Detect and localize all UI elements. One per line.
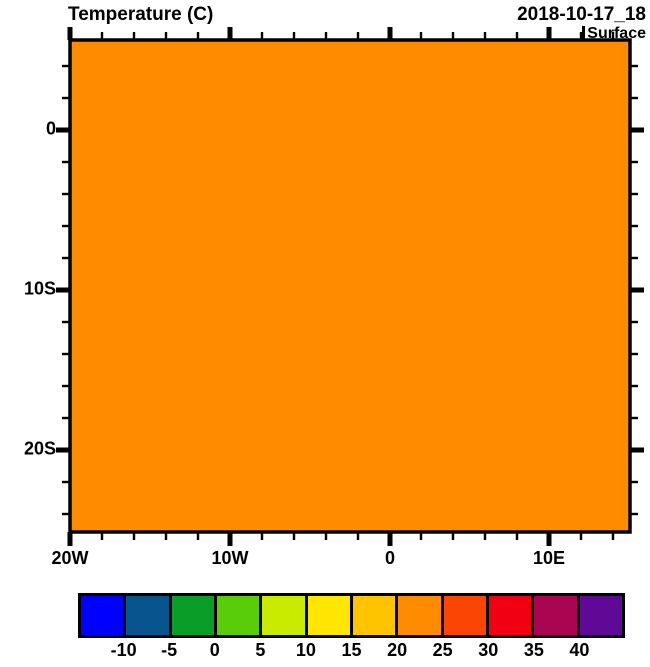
valid-datetime: 2018-10-17_18	[517, 4, 646, 25]
plot-title: Temperature (C)	[68, 4, 214, 25]
colorbar-cell-9	[485, 596, 532, 635]
colorbar-tick-label-5: 15	[341, 640, 362, 660]
colorbar-tick-label-1: -5	[161, 640, 178, 660]
colorbar-tick-label-7: 25	[432, 640, 453, 660]
colorbar-cell-0	[81, 596, 124, 635]
x-axis-label-0: 20W	[51, 548, 89, 568]
level-tick-bar	[582, 25, 586, 43]
level-label-wrap: Surface	[582, 25, 646, 43]
colorbar-tick-label-0: -10	[110, 640, 137, 660]
colorbar-cell-3	[213, 596, 260, 635]
colorbar-cell-4	[259, 596, 305, 635]
colorbar-cell-5	[304, 596, 350, 635]
colorbar-tick-label-8: 30	[478, 640, 499, 660]
x-axis-label-2: 0	[384, 548, 396, 568]
colorbar-cell-1	[123, 596, 169, 635]
colorbar-tick-label-4: 10	[295, 640, 316, 660]
colorbar-cell-7	[395, 596, 441, 635]
colorbar-cell-6	[349, 596, 396, 635]
colorbar-tick-label-6: 20	[387, 640, 408, 660]
y-axis-label-1: 10S	[23, 278, 56, 299]
axis-ticks	[56, 27, 644, 546]
x-axis-label-1: 10W	[211, 548, 249, 568]
colorbar-tick-label-10: 40	[569, 640, 590, 660]
colorbar-tick-label-3: 5	[255, 640, 266, 660]
colorbar-cell-2	[168, 596, 214, 635]
colorbar-tick-label-9: 35	[523, 640, 544, 660]
colorbar-tick-label-2: 0	[209, 640, 220, 660]
temp-region-base	[70, 40, 630, 532]
level-label: Surface	[587, 25, 646, 42]
y-axis-label-2: 20S	[23, 438, 56, 459]
map-frame	[68, 38, 632, 534]
colorbar-cell-10	[531, 596, 577, 635]
colorbar	[78, 593, 625, 638]
y-axis-label-0: 0	[45, 118, 56, 139]
colorbar-cell-8	[440, 596, 486, 635]
colorbar-cell-11	[576, 596, 622, 635]
x-axis-label-3: 10E	[532, 548, 566, 568]
